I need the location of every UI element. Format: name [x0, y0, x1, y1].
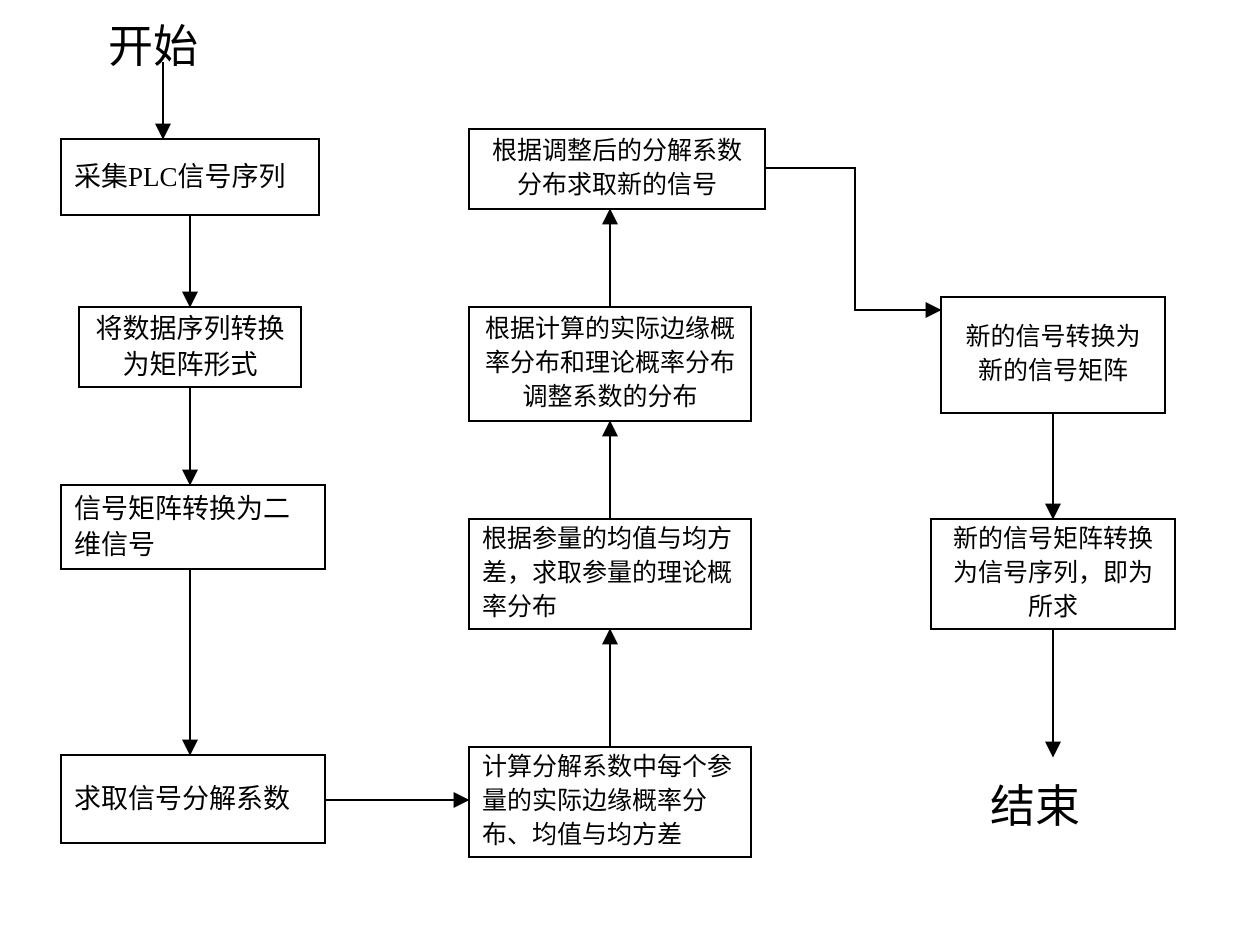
node-decompose-coef: 求取信号分解系数: [60, 754, 326, 844]
node-text: 新的信号矩阵转换为信号序列，即为所求: [944, 523, 1162, 624]
node-text: 信号矩阵转换为二维信号: [74, 491, 312, 564]
node-final-sequence: 新的信号矩阵转换为信号序列，即为所求: [930, 518, 1176, 630]
start-label: 开始: [108, 10, 198, 75]
node-text: 根据调整后的分解系数分布求取新的信号: [482, 135, 752, 203]
node-text: 采集PLC信号序列: [74, 159, 286, 195]
node-text: 将数据序列转换为矩阵形式: [92, 311, 288, 384]
node-new-signal-matrix: 新的信号转换为新的信号矩阵: [940, 296, 1166, 414]
node-text: 计算分解系数中每个参量的实际边缘概率分布、均值与均方差: [482, 751, 738, 852]
node-calc-marginal: 计算分解系数中每个参量的实际边缘概率分布、均值与均方差: [468, 746, 752, 858]
node-text: 根据参量的均值与均方差，求取参量的理论概率分布: [482, 523, 738, 624]
node-adjust-coef: 根据计算的实际边缘概率分布和理论概率分布调整系数的分布: [468, 306, 752, 422]
node-new-signal: 根据调整后的分解系数分布求取新的信号: [468, 128, 766, 210]
node-theoretical-dist: 根据参量的均值与均方差，求取参量的理论概率分布: [468, 518, 752, 630]
node-text: 根据计算的实际边缘概率分布和理论概率分布调整系数的分布: [482, 313, 738, 414]
node-text: 新的信号转换为新的信号矩阵: [954, 321, 1152, 389]
node-matrix-to-2d: 信号矩阵转换为二维信号: [60, 484, 326, 570]
node-text: 求取信号分解系数: [74, 781, 290, 817]
node-to-matrix: 将数据序列转换为矩阵形式: [78, 306, 302, 388]
node-collect-plc: 采集PLC信号序列: [60, 138, 320, 216]
end-label: 结束: [990, 770, 1080, 835]
